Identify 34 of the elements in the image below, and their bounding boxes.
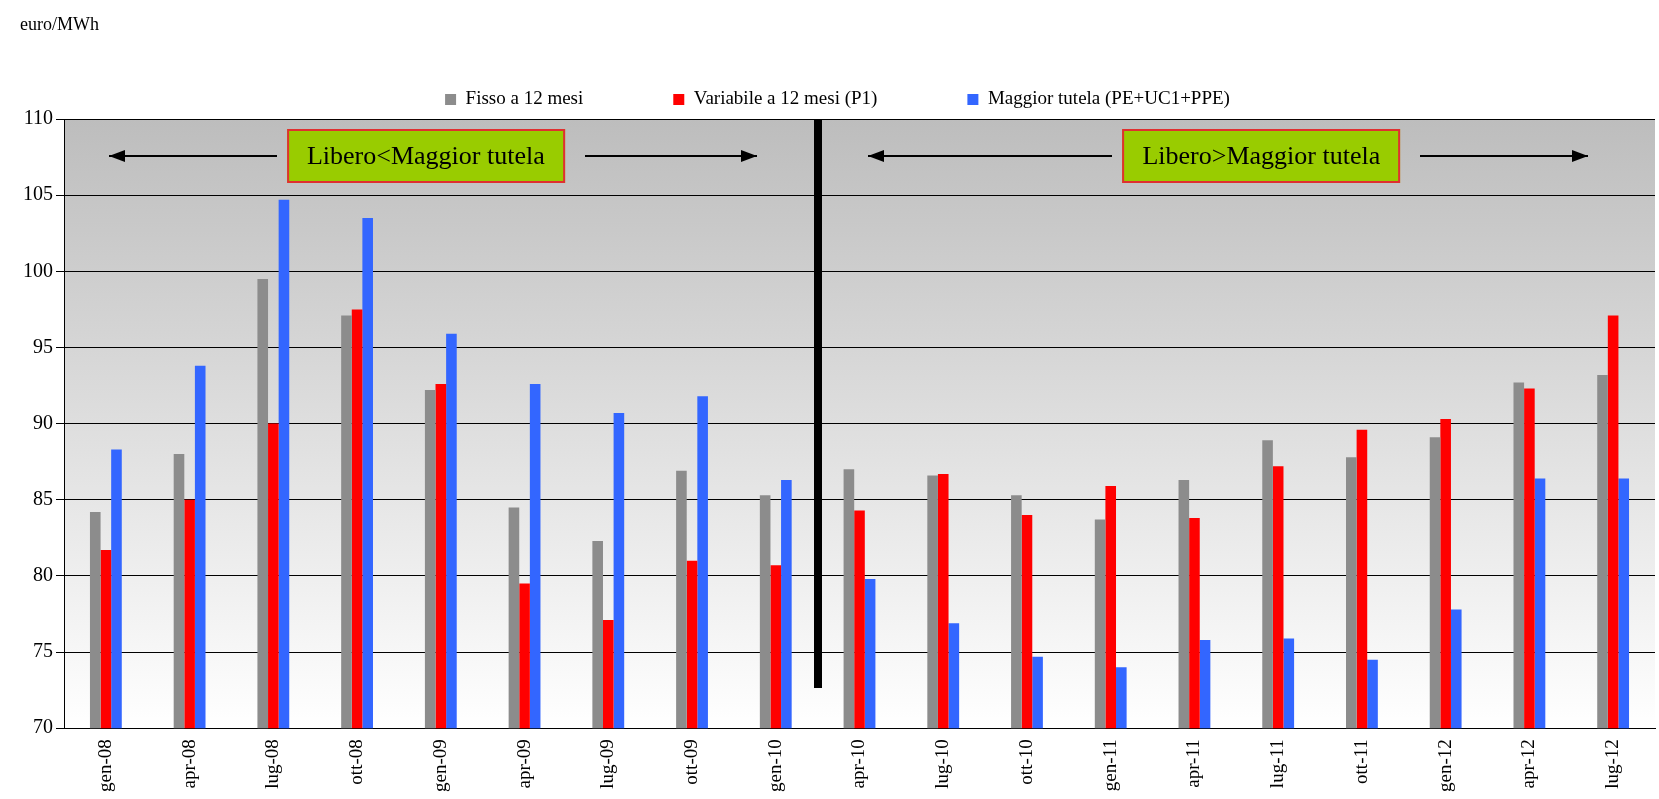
y-tick-label: 105 xyxy=(23,182,53,205)
x-tick-label: gen-08 xyxy=(93,739,115,793)
annotation: Libero<Maggior tutela xyxy=(286,129,565,183)
x-tick-label: apr-09 xyxy=(512,739,534,789)
x-tick-label: apr-10 xyxy=(847,739,869,789)
x-tick-label: gen-09 xyxy=(428,739,450,793)
x-tick-label: gen-10 xyxy=(763,739,785,793)
legend-label: Maggior tutela (PE+UC1+PPE) xyxy=(987,87,1230,110)
x-tick-label: lug-11 xyxy=(1266,739,1288,789)
y-tick-label: 85 xyxy=(33,487,53,510)
x-tick-label: apr-12 xyxy=(1517,739,1539,789)
annotation: Libero>Maggior tutela xyxy=(1122,129,1401,183)
legend-label: Variabile a 12 mesi (P1) xyxy=(693,87,878,110)
x-tick-label: apr-08 xyxy=(177,739,199,789)
y-tick-label: 90 xyxy=(33,410,53,433)
x-tick-label: gen-11 xyxy=(1098,739,1120,792)
x-tick-label: apr-11 xyxy=(1182,739,1204,788)
y-tick-label: 75 xyxy=(33,639,53,662)
y-axis-title: euro/MWh xyxy=(20,14,99,35)
y-tick-label: 110 xyxy=(23,106,53,129)
y-tick-label: 95 xyxy=(33,334,53,357)
x-tick-label: ott-08 xyxy=(345,739,367,785)
x-tick-label: lug-08 xyxy=(261,739,283,789)
x-tick-label: lug-10 xyxy=(931,739,953,789)
x-tick-label: gen-12 xyxy=(1433,739,1455,793)
legend-label: Fisso a 12 mesi xyxy=(465,87,584,109)
x-tick-label: ott-10 xyxy=(1014,739,1036,785)
x-tick-label: ott-11 xyxy=(1349,739,1371,784)
y-tick-label: 100 xyxy=(23,258,53,281)
x-tick-label: lug-09 xyxy=(596,739,618,789)
y-tick-label: 70 xyxy=(33,715,53,738)
x-tick-label: ott-09 xyxy=(680,739,702,785)
y-tick-label: 80 xyxy=(33,563,53,586)
x-tick-label: lug-12 xyxy=(1601,739,1623,789)
